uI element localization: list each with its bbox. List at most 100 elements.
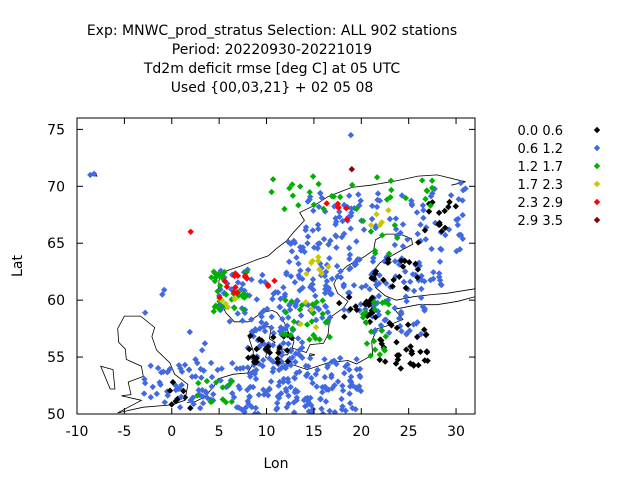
station-point — [414, 274, 421, 281]
station-point — [244, 386, 251, 394]
station-point — [333, 262, 341, 270]
station-point — [281, 205, 288, 213]
station-point — [438, 228, 445, 235]
station-point — [338, 406, 346, 413]
station-point — [418, 285, 425, 293]
station-point — [346, 255, 353, 263]
station-point — [333, 244, 340, 251]
station-point — [309, 276, 317, 283]
station-point — [236, 385, 243, 392]
station-point — [343, 216, 351, 223]
station-point — [406, 327, 413, 334]
station-point — [253, 296, 260, 303]
station-point — [291, 409, 298, 414]
station-point — [270, 330, 277, 337]
station-point — [198, 347, 206, 354]
station-point — [370, 337, 378, 345]
station-point — [371, 306, 379, 313]
station-point — [356, 256, 363, 263]
station-point — [208, 398, 215, 405]
station-point — [379, 232, 386, 239]
station-point — [412, 260, 419, 267]
station-point — [317, 395, 324, 403]
station-point — [417, 221, 424, 228]
station-point — [297, 183, 304, 190]
station-point — [436, 277, 444, 284]
station-point — [164, 392, 171, 399]
station-point — [340, 230, 348, 237]
station-point — [388, 186, 395, 194]
station-point — [402, 284, 410, 292]
station-point — [246, 370, 254, 378]
x-tick-label: -5 — [117, 424, 131, 440]
station-point — [442, 231, 449, 239]
station-point — [187, 228, 194, 235]
station-point — [90, 170, 98, 177]
station-point — [348, 205, 355, 212]
station-point — [299, 275, 306, 283]
station-point — [394, 352, 401, 359]
station-point — [302, 362, 310, 370]
station-point — [264, 281, 272, 289]
station-point — [319, 310, 326, 318]
station-point — [192, 356, 199, 363]
station-point — [417, 348, 424, 355]
station-point — [211, 277, 219, 285]
station-point — [332, 232, 339, 239]
station-point — [260, 386, 267, 393]
station-point — [374, 196, 381, 204]
station-point — [418, 294, 425, 301]
station-point — [422, 195, 429, 203]
station-point — [353, 205, 360, 213]
station-point — [283, 388, 290, 395]
station-point — [377, 322, 385, 329]
station-point — [289, 325, 296, 332]
station-point — [427, 202, 434, 209]
station-point — [380, 345, 388, 353]
station-point — [241, 273, 249, 281]
station-point — [384, 309, 392, 316]
station-point — [285, 314, 292, 321]
station-point — [336, 213, 343, 220]
station-point — [344, 361, 351, 368]
station-point — [228, 378, 236, 385]
station-point — [309, 281, 316, 288]
station-point — [220, 290, 228, 297]
station-point — [428, 245, 435, 253]
station-point — [385, 207, 392, 214]
station-point — [452, 203, 459, 210]
station-point — [419, 202, 427, 209]
station-point — [404, 236, 411, 243]
station-point — [398, 192, 406, 199]
station-point — [240, 291, 247, 298]
station-point — [181, 361, 189, 369]
station-point — [323, 200, 330, 207]
legend-label: 1.2 1.7 — [518, 160, 563, 175]
station-point — [234, 272, 241, 279]
station-point — [445, 203, 452, 211]
station-point — [238, 286, 245, 293]
station-point — [327, 237, 334, 244]
station-point — [322, 285, 329, 293]
station-point — [374, 190, 382, 197]
station-point — [258, 313, 265, 320]
legend-marker — [593, 180, 601, 188]
station-point — [218, 365, 225, 372]
station-point — [201, 340, 209, 347]
station-point — [247, 332, 254, 340]
station-point — [346, 251, 354, 258]
station-point — [258, 337, 265, 344]
station-point — [187, 397, 194, 404]
station-point — [198, 374, 205, 381]
station-point — [306, 336, 313, 343]
station-point — [362, 309, 369, 316]
station-point — [200, 367, 207, 374]
station-point — [370, 254, 377, 262]
station-point — [166, 365, 173, 373]
station-point — [421, 307, 428, 314]
legend-marker — [593, 216, 601, 224]
station-point — [367, 222, 375, 229]
station-point — [341, 313, 348, 320]
station-point — [339, 382, 346, 389]
